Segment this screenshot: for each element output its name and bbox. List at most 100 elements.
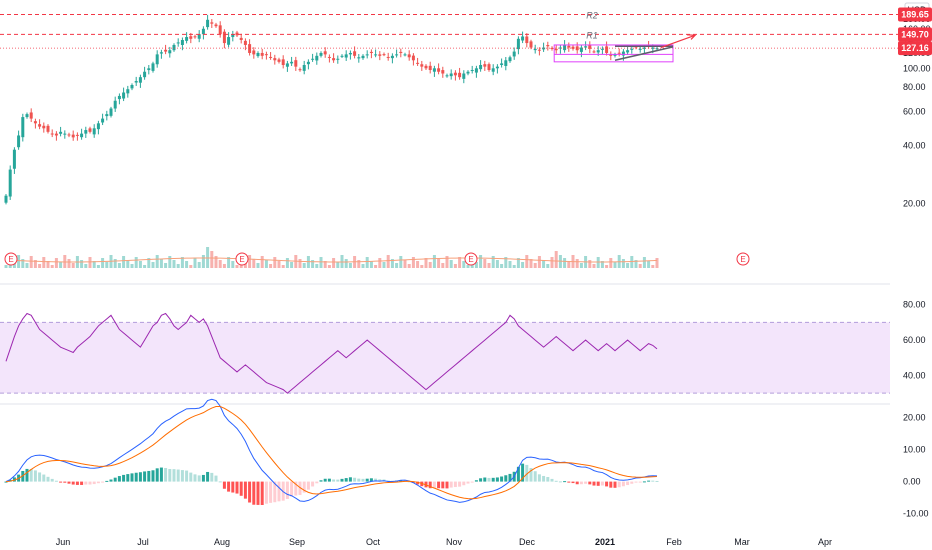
volume-bar <box>567 262 571 268</box>
macd-histogram-bar <box>575 481 579 485</box>
volume-bar <box>218 260 222 268</box>
earnings-marker[interactable] <box>464 252 478 266</box>
macd-histogram-bar <box>651 480 655 482</box>
volume-bar <box>327 265 331 268</box>
candle-body <box>525 36 529 44</box>
projection-arrowhead[interactable] <box>686 34 697 40</box>
candle-body <box>584 46 588 48</box>
rsi-line[interactable] <box>5 312 658 394</box>
volume-bar <box>588 260 592 268</box>
drawings[interactable] <box>553 34 697 63</box>
candle-body <box>126 89 130 94</box>
candle-body <box>168 50 172 54</box>
macd-histogram-bar <box>642 481 646 483</box>
candle-body <box>12 149 16 169</box>
candle-body <box>42 125 46 129</box>
signal-line[interactable] <box>5 405 658 500</box>
candle-body <box>508 57 512 62</box>
volume-bar <box>424 258 428 268</box>
macd-histogram-bar <box>75 481 79 485</box>
macd-histogram-bar <box>126 474 130 482</box>
volume-bar <box>462 261 466 268</box>
candle-body <box>59 131 63 134</box>
candle-body <box>227 37 231 45</box>
macd-histogram-bar <box>567 481 571 483</box>
macd-histogram-bar <box>294 481 298 496</box>
last-price-badge <box>898 41 932 56</box>
candle-body <box>206 19 210 28</box>
candle-body <box>411 55 415 61</box>
macd-histogram-bar <box>533 471 537 482</box>
macd-histogram-bar <box>344 478 348 482</box>
volume-bar <box>180 257 184 268</box>
volume-bar <box>378 258 382 268</box>
volume-bar <box>151 262 155 268</box>
volume-bar <box>416 261 420 268</box>
macd-histogram-bar <box>483 477 487 482</box>
candle-body <box>117 95 121 100</box>
time-axis-label: Jun <box>56 537 71 547</box>
macd-histogram-bar <box>33 470 37 482</box>
volume-bar <box>206 247 210 268</box>
candle-body <box>432 68 436 72</box>
candle-body <box>306 61 310 65</box>
macd-histogram-bar <box>617 481 621 488</box>
earnings-marker[interactable] <box>235 252 249 266</box>
level-badge-value: 189.65 <box>901 9 929 19</box>
macd-histogram-bar <box>168 469 172 482</box>
rsi-axis: 40.00 60.00 80.00 <box>903 300 926 381</box>
time-axis-label: Jul <box>137 537 149 547</box>
volume-bar <box>479 255 483 268</box>
earnings-marker[interactable] <box>4 252 18 266</box>
macd-histogram-bar <box>437 481 441 489</box>
earnings-marker[interactable] <box>736 252 750 266</box>
candle-body <box>269 56 273 58</box>
candle-body <box>512 51 516 57</box>
projection-arrow[interactable] <box>660 34 696 49</box>
rsi-tick-label: 40.00 <box>903 370 926 380</box>
volume-bar <box>88 257 92 268</box>
candle-body <box>357 57 361 59</box>
volume-bar <box>185 261 189 268</box>
price-pane[interactable] <box>4 14 659 205</box>
channel-box[interactable] <box>553 44 674 63</box>
candle-body <box>369 51 373 53</box>
volume-bar <box>453 264 457 268</box>
time-axis-label: Nov <box>446 537 463 547</box>
volume-bar <box>344 259 348 268</box>
candle-body <box>504 60 508 66</box>
candle-body <box>46 125 50 132</box>
volume-bar <box>621 259 625 268</box>
earnings-marker-label: E <box>740 255 745 264</box>
macd-histogram-bar <box>218 481 222 483</box>
volume-bar <box>50 265 54 268</box>
volume-bar <box>285 258 289 268</box>
macd-histogram-bar <box>445 481 449 489</box>
time-axis[interactable]: Jun Jul Aug Sep Oct Nov Dec 2021 Feb Mar Apr <box>56 537 832 547</box>
volume-bar <box>126 260 130 268</box>
macd-pane[interactable] <box>4 398 659 505</box>
candle-body <box>466 71 470 74</box>
macd-histogram-bar <box>113 477 117 482</box>
volume-bar <box>155 255 159 268</box>
macd-histogram-bar <box>109 479 113 482</box>
candle-body <box>420 64 424 67</box>
macd-histogram-bar <box>12 477 16 482</box>
volume-bar <box>201 255 205 268</box>
macd-histogram-bar <box>302 481 306 493</box>
candle-body <box>374 54 378 56</box>
macd-histogram-bar <box>596 481 600 486</box>
candle-body <box>642 47 646 49</box>
macd-line[interactable] <box>5 398 658 503</box>
macd-histogram-bar <box>101 481 105 483</box>
volume-bar <box>596 257 600 268</box>
volume-bar <box>248 255 252 268</box>
time-axis-label: Mar <box>734 537 750 547</box>
macd-histogram-bar <box>29 468 33 482</box>
candle-body <box>596 50 600 53</box>
rsi-pane[interactable] <box>0 312 890 394</box>
candle-body <box>399 51 403 53</box>
triangle-bottom[interactable] <box>614 46 674 62</box>
